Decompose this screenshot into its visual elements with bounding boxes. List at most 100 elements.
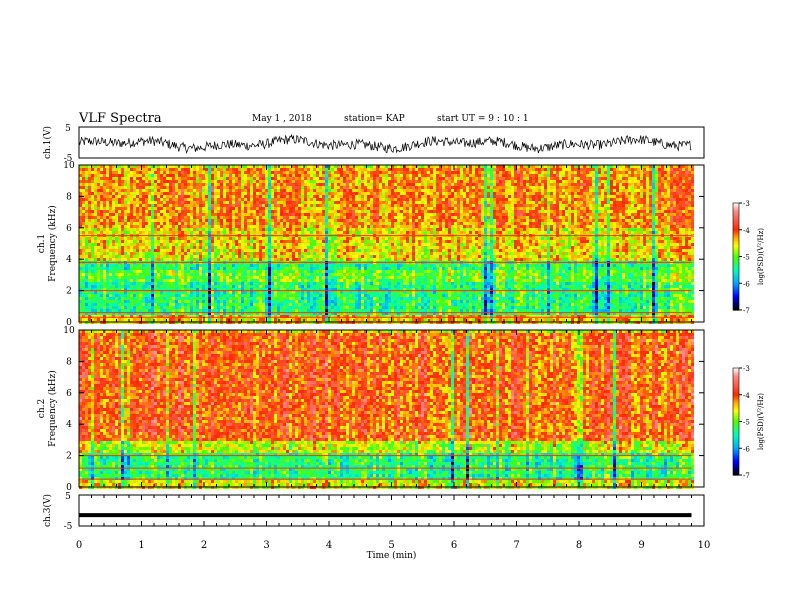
ch1-spectrogram-cell <box>304 255 307 258</box>
ch1-spectrogram-cell <box>241 252 244 255</box>
ch1-spectrogram-cell <box>205 219 208 222</box>
ch1-spectrogram-cell <box>214 195 217 198</box>
ch1-spectrogram-cell <box>265 306 268 309</box>
ch1-spectrogram-cell <box>256 282 259 285</box>
ch1-spectrogram-cell <box>115 252 118 255</box>
ch1-spectrogram-cell <box>313 189 316 192</box>
ch1-spectrogram-cell <box>217 294 220 297</box>
ch1-spectrogram-cell <box>151 186 154 189</box>
ch1-spectrogram-cell <box>307 267 310 270</box>
ch1-spectrogram-cell <box>310 291 313 294</box>
ch1-spectrogram-cell <box>94 243 97 246</box>
ch1-spectrogram-cell <box>307 309 310 312</box>
ch1-spectrogram-cell <box>196 318 199 321</box>
ch1-spectrogram-cell <box>139 249 142 252</box>
ch1-spectrogram-cell <box>214 282 217 285</box>
ch1-spectrogram-cell <box>145 246 148 249</box>
ch1-spectrogram-cell <box>253 297 256 300</box>
ch1-spectrogram-cell <box>268 243 271 246</box>
ch1-spectrogram-cell <box>280 297 283 300</box>
ch1-spectrogram-cell <box>334 243 337 246</box>
ch1-spectrogram-cell <box>265 216 268 219</box>
ch1-spectrogram-cell <box>172 318 175 321</box>
ch1-spectrogram-cell <box>91 291 94 294</box>
ch1-spectrogram-cell <box>301 219 304 222</box>
ch1-spectrogram-cell <box>220 309 223 312</box>
ch1-spectrogram-cell <box>229 258 232 261</box>
ch1-spectrogram-cell <box>115 285 118 288</box>
ch1-spectrogram-cell <box>175 264 178 267</box>
ch1-spectrogram-cell <box>283 279 286 282</box>
ch1-spectrogram-cell <box>268 171 271 174</box>
ch1-spectrogram-cell <box>190 186 193 189</box>
ch1-spectrogram-cell <box>301 294 304 297</box>
ch1-spectrogram-cell <box>130 291 133 294</box>
ch1-spectrogram-cell <box>190 201 193 204</box>
ch1-spectrogram-cell <box>154 204 157 207</box>
ch1-spectrogram-cell <box>130 294 133 297</box>
ch1-spectrogram-cell <box>181 195 184 198</box>
ch1-spectrogram-cell <box>340 225 343 228</box>
ch1-spectrogram-cell <box>94 216 97 219</box>
ch1-spectrogram-cell <box>193 258 196 261</box>
ch1-spectrogram-cell <box>103 258 106 261</box>
ch1-spectrogram-cell <box>355 306 358 309</box>
ch1-spectrogram-cell <box>208 174 211 177</box>
ch1-spectrogram-cell <box>325 222 328 225</box>
ch1-spectrogram-cell <box>271 174 274 177</box>
ch1-spectrogram-cell <box>340 231 343 234</box>
ch1-spectrogram-cell <box>337 249 340 252</box>
ch1-spectrogram-cell <box>169 255 172 258</box>
ch1-spectrogram-cell <box>181 285 184 288</box>
ch1-spectrogram-cell <box>85 237 88 240</box>
ch1-spectrogram-cell <box>109 258 112 261</box>
ch1-spectrogram-cell <box>154 228 157 231</box>
ch1-spectrogram-cell <box>232 174 235 177</box>
ch1-spectrogram-cell <box>187 282 190 285</box>
ch1-spectrogram-cell <box>337 222 340 225</box>
ch1-spectrogram-cell <box>325 171 328 174</box>
ch1-spectrogram-cell <box>109 198 112 201</box>
ch1-spectrogram-cell <box>259 264 262 267</box>
ch1-spectrogram-cell <box>193 303 196 306</box>
ch1-spectrogram-cell <box>349 318 352 321</box>
ch1-spectrogram-cell <box>163 276 166 279</box>
ch1-spectrogram-cell <box>310 171 313 174</box>
ch1-spectrogram-cell <box>343 300 346 303</box>
ch1-spectrogram-cell <box>118 252 121 255</box>
ch1-spectrogram-cell <box>208 225 211 228</box>
ch1-spectrogram-cell <box>82 168 85 171</box>
ch1-spectrogram-cell <box>196 309 199 312</box>
ch1-spectrogram-cell <box>97 249 100 252</box>
ch1-spectrogram-cell <box>169 174 172 177</box>
ch1-spectrogram-cell <box>118 306 121 309</box>
ch1-spectrogram-cell <box>220 186 223 189</box>
ch1-spectrogram-cell <box>283 270 286 273</box>
ch1-spectrogram-cell <box>322 198 325 201</box>
ch1-spectrogram-cell <box>85 249 88 252</box>
ch1-spectrogram-cell <box>229 246 232 249</box>
ch1-spectrogram-cell <box>268 189 271 192</box>
ch1-spectrogram-cell <box>115 279 118 282</box>
ch1-spectrogram-cell <box>358 204 361 207</box>
ch1-spectrogram-cell <box>259 195 262 198</box>
ch1-spectrogram-cell <box>124 228 127 231</box>
ch1-spectrogram-cell <box>112 186 115 189</box>
ch1-spectrogram-cell <box>286 228 289 231</box>
ch1-spectrogram-cell <box>88 186 91 189</box>
ch1-spectrogram-cell <box>130 228 133 231</box>
ch1-spectrogram-cell <box>331 249 334 252</box>
ch1-spectrogram-cell <box>82 243 85 246</box>
ch1-spectrogram-cell <box>244 174 247 177</box>
ch1-spectrogram-cell <box>241 225 244 228</box>
ch1-spectrogram-cell <box>214 183 217 186</box>
ch1-spectrogram-cell <box>142 216 145 219</box>
ch1-spectrogram-cell <box>244 318 247 321</box>
ch1-spectrogram-cell <box>148 210 151 213</box>
ch1-spectrogram-cell <box>196 228 199 231</box>
ch1-spectrogram-cell <box>355 303 358 306</box>
ch1-spectrogram-cell <box>262 171 265 174</box>
ch1-spectrogram-cell <box>247 255 250 258</box>
ch1-spectrogram-cell <box>343 192 346 195</box>
ch1-spectrogram-cell <box>214 210 217 213</box>
